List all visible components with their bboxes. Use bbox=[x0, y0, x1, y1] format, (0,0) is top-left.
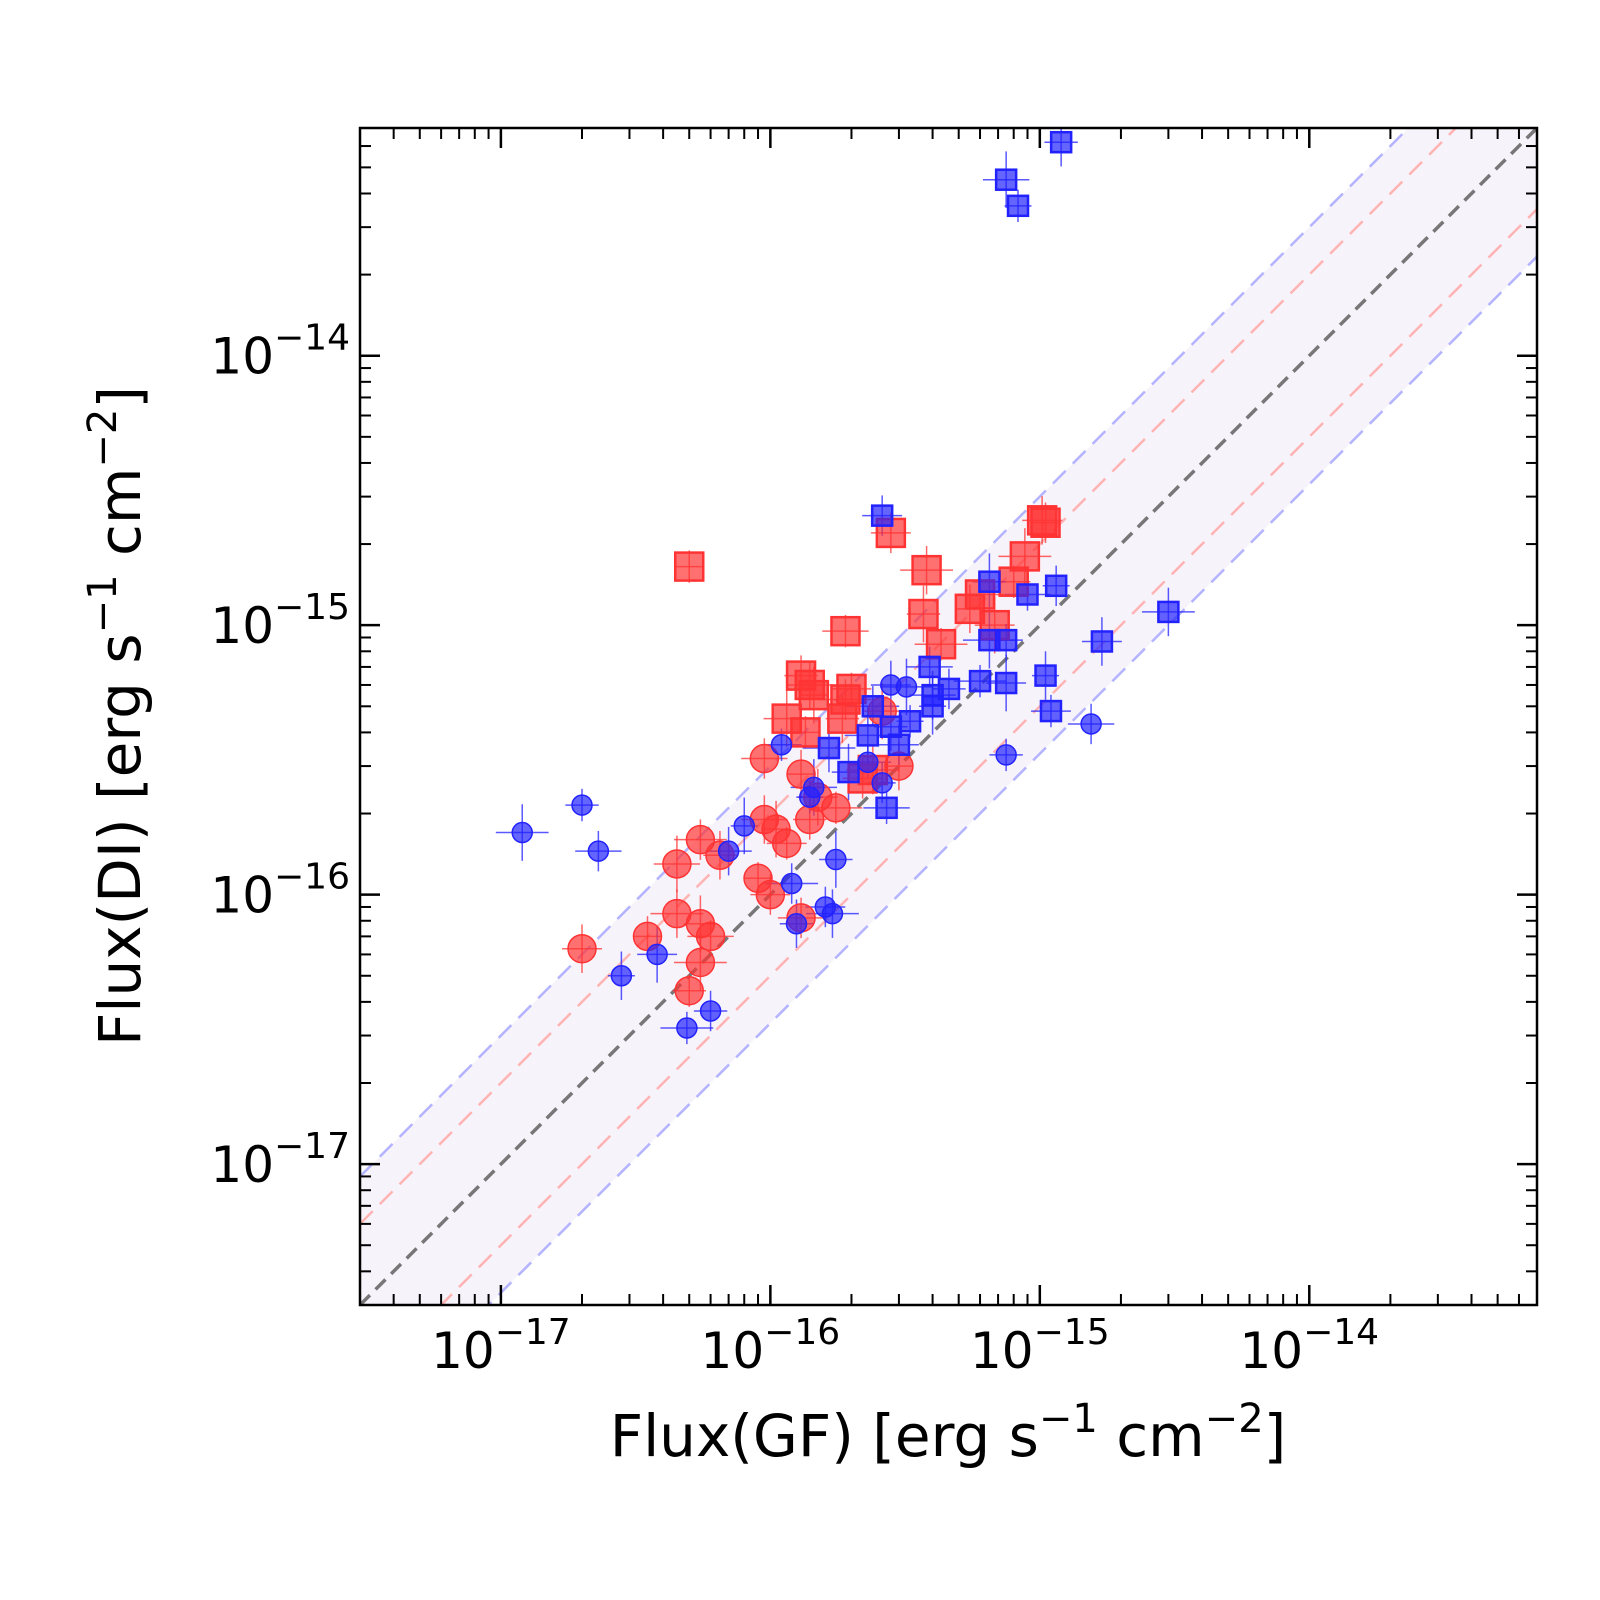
data-points bbox=[511, 130, 1180, 1039]
point-red-square bbox=[908, 598, 939, 630]
point-blue-square bbox=[1044, 574, 1068, 598]
x-tick-labels: 10−17 10−16 10−15 10−14 bbox=[431, 1312, 1379, 1380]
point-red-circle bbox=[749, 743, 780, 774]
point-blue-circle bbox=[995, 744, 1017, 766]
point-blue-circle bbox=[610, 965, 633, 987]
band-line-2-lower bbox=[439, 208, 1537, 1305]
axis-ticks bbox=[359, 127, 1538, 1306]
point-blue-circle bbox=[798, 786, 821, 808]
y-tick-label: 10−15 bbox=[210, 587, 350, 655]
x-tick-label: 10−14 bbox=[1239, 1312, 1379, 1380]
point-blue-square bbox=[1049, 130, 1073, 154]
point-blue-circle bbox=[785, 912, 808, 935]
y-tick-label: 10−14 bbox=[210, 318, 350, 386]
point-blue-square bbox=[994, 168, 1018, 191]
point-red-square bbox=[954, 593, 986, 625]
point-blue-circle bbox=[571, 794, 593, 816]
x-axis-label: Flux(GF) [erg s−1 cm−2] bbox=[610, 1396, 1287, 1470]
point-red-circle bbox=[794, 804, 825, 835]
point-blue-circle bbox=[699, 1000, 722, 1022]
point-blue-square bbox=[978, 570, 1001, 593]
point-blue-square bbox=[898, 710, 922, 733]
point-blue-circle bbox=[1080, 713, 1102, 735]
point-blue-square bbox=[1016, 583, 1039, 606]
point-blue-circle bbox=[717, 840, 740, 862]
reference-bands bbox=[360, 128, 1537, 1305]
point-blue-circle bbox=[646, 943, 668, 966]
point-red-square bbox=[798, 679, 830, 711]
point-red-circle bbox=[821, 793, 851, 823]
point-red-square bbox=[790, 717, 821, 748]
point-red-circle bbox=[695, 921, 726, 952]
point-blue-square bbox=[875, 796, 898, 820]
x-tick-label: 10−15 bbox=[970, 1312, 1110, 1380]
x-tick-label: 10−17 bbox=[431, 1312, 571, 1380]
point-red-circle bbox=[685, 947, 716, 978]
point-blue-circle bbox=[857, 751, 879, 773]
point-red-square bbox=[830, 615, 861, 647]
point-blue-circle bbox=[676, 1017, 698, 1039]
y-tick-label: 10−17 bbox=[210, 1126, 350, 1194]
point-blue-circle bbox=[825, 848, 847, 871]
point-blue-square bbox=[856, 724, 880, 747]
point-red-circle bbox=[567, 933, 597, 964]
point-blue-square bbox=[817, 736, 841, 760]
point-blue-square bbox=[837, 760, 860, 784]
point-blue-square bbox=[994, 671, 1018, 695]
point-blue-square bbox=[1006, 194, 1030, 218]
band-line-3-upper bbox=[360, 128, 1411, 1178]
point-red-square bbox=[827, 703, 858, 734]
point-blue-circle bbox=[733, 815, 755, 837]
point-blue-square bbox=[1090, 630, 1114, 653]
x-tick-label: 10−16 bbox=[701, 1312, 841, 1380]
point-red-circle bbox=[771, 828, 802, 859]
point-red-square bbox=[925, 628, 957, 660]
point-blue-circle bbox=[821, 902, 844, 925]
point-red-circle bbox=[674, 975, 704, 1006]
point-red-circle bbox=[662, 849, 692, 879]
point-red-circle bbox=[755, 879, 786, 910]
point-blue-circle bbox=[511, 821, 533, 844]
point-blue-square bbox=[1034, 664, 1057, 687]
y-tick-label: 10−16 bbox=[210, 857, 350, 925]
point-red-square bbox=[1026, 505, 1058, 536]
point-blue-circle bbox=[587, 840, 610, 862]
plot-frame bbox=[358, 126, 1539, 1307]
point-blue-square bbox=[887, 733, 911, 756]
band-line-2-upper bbox=[360, 128, 1458, 1225]
y-axis-label: Flux(DI) [erg s−1 cm−2] bbox=[80, 386, 154, 1046]
point-blue-square bbox=[921, 695, 944, 718]
band-fill bbox=[360, 128, 1537, 1305]
point-blue-square bbox=[861, 695, 885, 718]
point-red-square bbox=[673, 551, 705, 582]
point-blue-square bbox=[994, 628, 1018, 652]
point-blue-square bbox=[918, 655, 941, 679]
one-to-one-line bbox=[360, 128, 1537, 1305]
y-tick-labels: 10−17 10−16 10−15 10−14 bbox=[210, 318, 350, 1194]
band-line-3-lower bbox=[486, 255, 1537, 1305]
point-red-square bbox=[911, 554, 942, 586]
point-blue-square bbox=[968, 669, 992, 693]
point-blue-square bbox=[1157, 600, 1180, 624]
point-blue-circle bbox=[780, 872, 803, 895]
point-blue-circle bbox=[895, 676, 918, 698]
point-blue-circle bbox=[871, 772, 893, 794]
point-blue-circle bbox=[770, 733, 793, 756]
point-red-circle bbox=[685, 824, 716, 855]
point-red-square bbox=[1009, 541, 1041, 572]
point-blue-square bbox=[870, 504, 894, 527]
point-blue-square bbox=[1039, 699, 1063, 723]
